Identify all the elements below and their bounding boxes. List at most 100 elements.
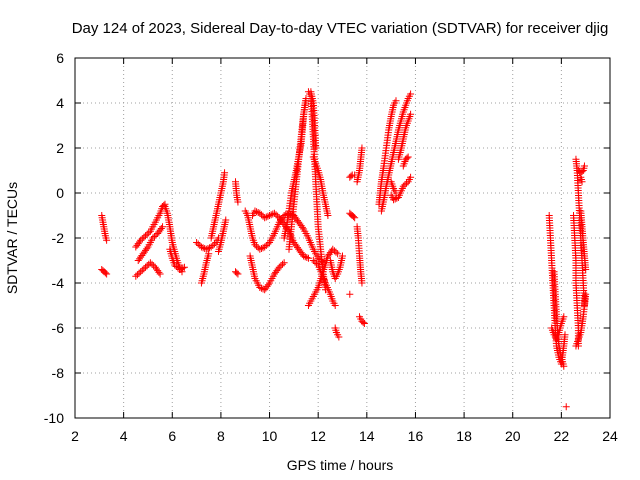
data-point xyxy=(149,234,157,242)
data-point xyxy=(193,239,201,246)
data-point xyxy=(311,258,319,266)
data-point xyxy=(194,240,202,248)
data-point xyxy=(156,270,164,278)
x-tick-label: 12 xyxy=(310,428,326,444)
data-point xyxy=(140,233,148,241)
data-point xyxy=(562,403,570,411)
data-point xyxy=(155,268,163,276)
x-tick-label: 16 xyxy=(408,428,424,444)
data-point xyxy=(152,231,160,239)
x-tick-label: 4 xyxy=(120,428,128,444)
x-tick-label: 6 xyxy=(168,428,176,444)
y-tick-label: 6 xyxy=(56,50,64,66)
data-point xyxy=(202,245,210,253)
y-tick-label: 4 xyxy=(56,95,64,111)
x-tick-label: 20 xyxy=(505,428,521,444)
data-point xyxy=(176,266,184,273)
data-point xyxy=(251,241,259,249)
data-point xyxy=(332,248,340,256)
data-point xyxy=(331,302,339,309)
data-point xyxy=(221,169,229,177)
data-point xyxy=(138,266,146,274)
data-point xyxy=(233,269,241,277)
y-tick-label: -8 xyxy=(52,365,65,381)
data-point xyxy=(143,245,151,253)
data-point xyxy=(582,266,590,273)
data-point xyxy=(561,331,569,339)
data-point xyxy=(324,212,332,219)
data-point xyxy=(391,195,399,203)
data-point xyxy=(261,243,269,251)
data-point xyxy=(330,247,338,255)
data-point xyxy=(132,272,140,280)
data-point xyxy=(222,216,230,224)
data-point xyxy=(309,257,317,264)
data-point xyxy=(101,269,109,277)
data-point xyxy=(392,97,400,105)
data-point xyxy=(312,144,320,152)
data-point xyxy=(172,263,180,270)
data-point xyxy=(146,259,154,267)
data-point xyxy=(314,254,322,262)
data-point xyxy=(264,212,272,220)
data-point xyxy=(407,110,415,118)
data-point xyxy=(302,97,310,105)
data-point xyxy=(180,263,188,271)
data-point xyxy=(157,224,165,232)
data-point xyxy=(359,318,367,326)
data-point xyxy=(145,229,153,237)
data-point xyxy=(272,211,280,219)
data-point xyxy=(135,269,143,277)
data-point xyxy=(251,207,259,215)
data-point xyxy=(390,196,398,204)
data-point xyxy=(560,362,568,370)
data-point xyxy=(150,233,158,240)
data-point xyxy=(256,284,264,291)
y-axis-label: SDTVAR / TECUs xyxy=(4,182,20,294)
data-point xyxy=(339,252,346,260)
x-tick-label: 24 xyxy=(602,428,618,444)
data-point xyxy=(264,281,272,289)
x-tick-label: 10 xyxy=(262,428,278,444)
data-point xyxy=(346,290,354,298)
data-point xyxy=(347,172,355,180)
data-point xyxy=(135,238,143,246)
data-point xyxy=(358,144,366,152)
data-point xyxy=(133,271,141,279)
data-point xyxy=(404,153,412,161)
data-point xyxy=(392,189,400,197)
data-point xyxy=(275,263,283,271)
data-point xyxy=(179,264,187,272)
data-point xyxy=(304,254,312,262)
data-point xyxy=(210,240,218,248)
data-point xyxy=(262,242,270,249)
y-tick-label: -6 xyxy=(52,320,65,336)
data-point xyxy=(407,90,415,98)
x-tick-label: 18 xyxy=(456,428,472,444)
data-point xyxy=(360,320,368,327)
data-point xyxy=(142,263,150,271)
data-point xyxy=(334,250,342,258)
data-point xyxy=(578,168,586,176)
y-tick-label: 0 xyxy=(56,185,64,201)
data-point xyxy=(143,230,151,238)
data-point xyxy=(358,279,366,287)
data-point xyxy=(277,262,285,270)
data-point xyxy=(253,242,261,250)
data-points-layer xyxy=(98,88,590,411)
data-point xyxy=(270,209,278,217)
data-point xyxy=(407,173,415,181)
data-point xyxy=(351,214,359,222)
data-point xyxy=(204,245,212,252)
data-point xyxy=(140,265,148,273)
data-point xyxy=(329,245,337,253)
data-point xyxy=(401,181,409,189)
data-point xyxy=(209,242,217,249)
data-point xyxy=(197,243,205,251)
data-point xyxy=(578,178,586,186)
data-point xyxy=(261,214,269,222)
data-point xyxy=(572,342,580,350)
x-tick-label: 8 xyxy=(217,428,225,444)
